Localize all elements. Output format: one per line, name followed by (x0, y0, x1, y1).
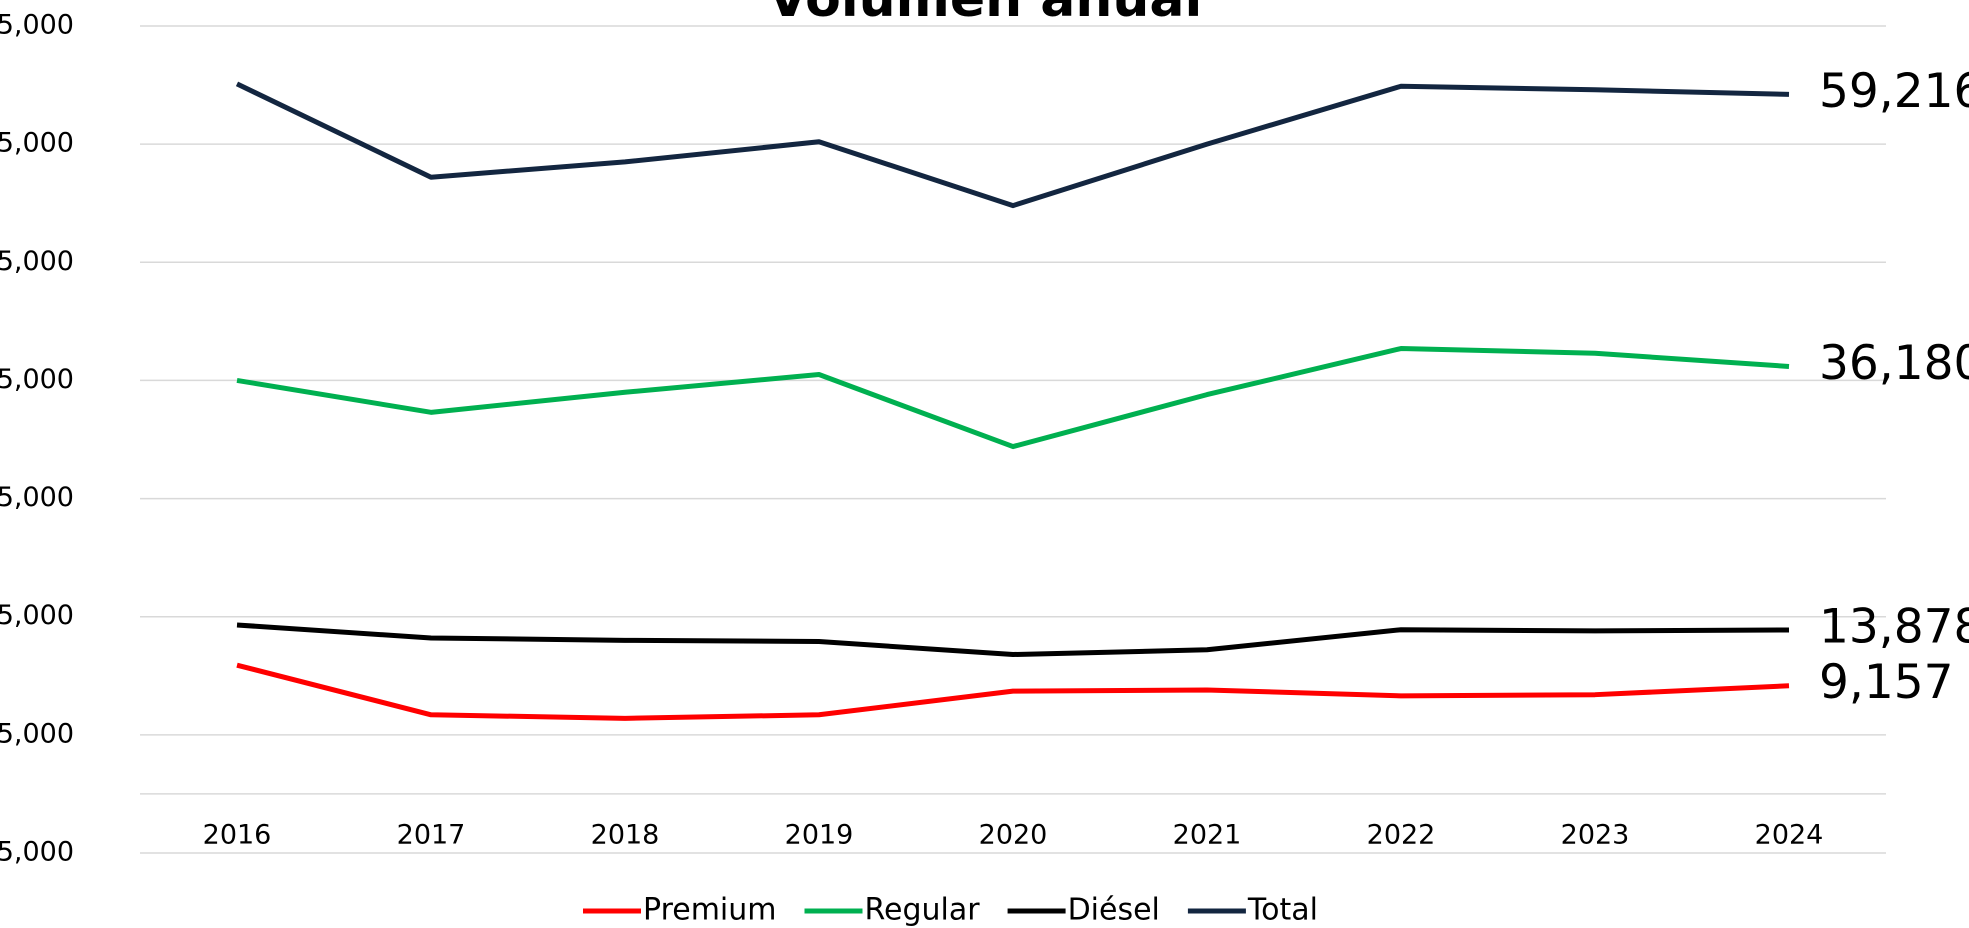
legend-label: Total (1247, 893, 1318, 928)
y-tick-label: 55,000 (0, 128, 74, 159)
y-tick-label: -5,000 (0, 837, 74, 868)
legend-item: Diésel (1007, 893, 1160, 928)
y-tick-label: 5,000 (0, 718, 74, 749)
legend-item: Regular (804, 893, 981, 928)
y-tick-label: 35,000 (0, 364, 74, 395)
chart-title: Volumen anual (768, 0, 1203, 29)
series-line (236, 662, 1790, 721)
x-tick-label: 2020 (979, 819, 1048, 850)
data-label: 13,878 (1819, 599, 1969, 654)
legend-item: Premium (583, 893, 777, 928)
x-tick-label: 2024 (1755, 819, 1824, 850)
legend-label: Diésel (1068, 893, 1160, 928)
x-tick-label: 2023 (1561, 819, 1630, 850)
series-line (236, 622, 1790, 658)
x-tick-label: 2016 (203, 819, 272, 850)
data-label: 59,216 (1819, 64, 1969, 119)
y-tick-label: 45,000 (0, 246, 74, 277)
x-tick-label: 2019 (785, 819, 854, 850)
legend-label: Premium (643, 893, 777, 928)
x-tick-label: 2018 (591, 819, 660, 850)
x-tick-label: 2021 (1173, 819, 1242, 850)
series-line (235, 81, 1790, 209)
x-tick-label: 2017 (397, 819, 466, 850)
y-tick-label: 65,000 (0, 10, 74, 41)
y-tick-label: 15,000 (0, 600, 74, 631)
legend-label: Regular (865, 893, 981, 928)
x-tick-label: 2022 (1367, 819, 1436, 850)
y-tick-label: 25,000 (0, 482, 74, 513)
data-label: 36,180 (1819, 336, 1969, 391)
data-label: 9,157 (1819, 655, 1954, 710)
series-line (236, 346, 1790, 450)
legend-item: Total (1187, 893, 1318, 928)
